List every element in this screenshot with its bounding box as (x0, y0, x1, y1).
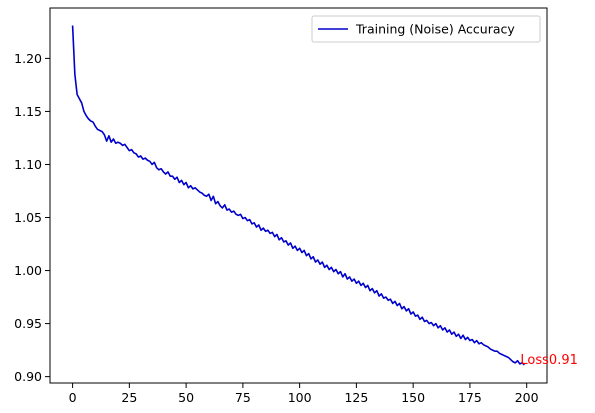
y-tick-label: 0.95 (14, 316, 42, 331)
y-tick-label: 1.15 (14, 104, 42, 119)
x-tick-label: 25 (121, 390, 137, 405)
x-tick-label: 50 (178, 390, 194, 405)
y-tick-label: 1.20 (14, 51, 42, 66)
end-annotation: Loss0.91 (520, 353, 577, 368)
x-tick-label: 150 (401, 390, 425, 405)
y-tick-label: 1.05 (14, 210, 42, 225)
axis-layer: 0 25 50 75 100 125 150 175 200 0.90 0.95 1.00 1.05 1.… (14, 51, 538, 405)
legend-label: Training (Noise) Accuracy (355, 22, 515, 37)
y-tick-label: 1.00 (14, 263, 42, 278)
plot-area (50, 8, 547, 383)
x-tick-label: 0 (69, 390, 77, 405)
series-layer (71, 25, 525, 366)
series-line (71, 25, 525, 366)
x-tick-label: 175 (458, 390, 482, 405)
x-tick-label: 75 (235, 390, 251, 405)
x-tick-label: 100 (288, 390, 312, 405)
x-tick-label: 200 (515, 390, 539, 405)
y-tick-label: 1.10 (14, 157, 42, 172)
y-tick-label: 0.90 (14, 369, 42, 384)
legend-box (311, 15, 541, 43)
x-tick-label: 125 (344, 390, 368, 405)
plot-frame (49, 7, 548, 384)
legend: Training (Noise) Accuracy (311, 15, 541, 43)
